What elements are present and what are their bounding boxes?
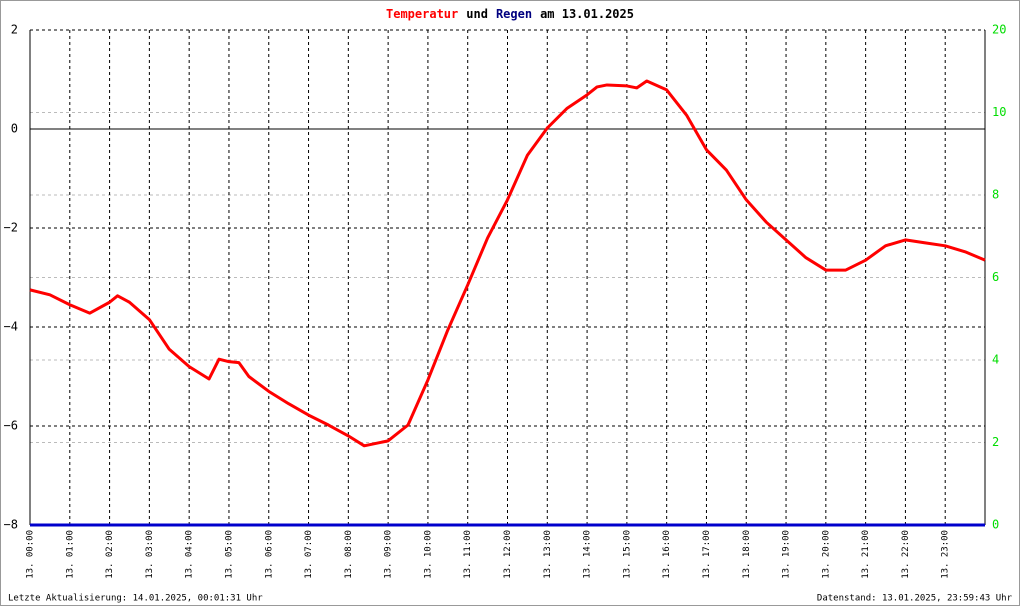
x-tick-label: 13. 21:00 xyxy=(861,530,871,579)
x-tick-label: 13. 02:00 xyxy=(105,530,115,579)
x-tick-label: 13. 15:00 xyxy=(622,530,632,579)
x-tick-label: 13. 19:00 xyxy=(782,530,792,579)
y2-tick-label: 0 xyxy=(992,518,999,532)
title-part: und xyxy=(466,7,488,21)
y2-tick-label: 8 xyxy=(992,188,999,202)
y-tick-label: −2 xyxy=(4,221,18,235)
x-tick-label: 13. 18:00 xyxy=(742,530,752,579)
footer-left: Letzte Aktualisierung: 14.01.2025, 00:01… xyxy=(8,594,263,604)
x-tick-label: 13. 23:00 xyxy=(941,530,951,579)
y-tick-label: 2 xyxy=(11,23,18,37)
x-tick-label: 13. 11:00 xyxy=(463,530,473,579)
y2-tick-label: 20 xyxy=(992,23,1006,37)
y2-tick-label: 6 xyxy=(992,270,999,284)
x-tick-label: 13. 04:00 xyxy=(185,530,195,579)
x-tick-label: 13. 01:00 xyxy=(65,530,75,579)
title-part: Temperatur xyxy=(386,7,458,21)
x-tick-label: 13. 14:00 xyxy=(583,530,593,579)
x-tick-label: 13. 00:00 xyxy=(26,530,36,579)
x-tick-label: 13. 08:00 xyxy=(344,530,354,579)
x-tick-label: 13. 17:00 xyxy=(702,530,712,579)
y-tick-label: 0 xyxy=(11,122,18,136)
x-tick-label: 13. 09:00 xyxy=(384,530,394,579)
chart-title: Temperatur und Regen am 13.01.2025 xyxy=(386,7,634,21)
x-tick-label: 13. 12:00 xyxy=(503,530,513,579)
x-tick-label: 13. 05:00 xyxy=(224,530,234,579)
y2-tick-label: 2 xyxy=(992,435,999,449)
title-part: Regen xyxy=(496,7,532,21)
series-line xyxy=(29,79,986,448)
x-tick-label: 13. 06:00 xyxy=(264,530,274,579)
title-part: am 13.01.2025 xyxy=(540,7,634,21)
y-tick-label: −4 xyxy=(4,320,18,334)
x-tick-label: 13. 03:00 xyxy=(145,530,155,579)
x-tick-label: 13. 10:00 xyxy=(423,530,433,579)
x-tick-label: 13. 20:00 xyxy=(821,530,831,579)
x-tick-label: 13. 16:00 xyxy=(662,530,672,579)
x-tick-label: 13. 13:00 xyxy=(543,530,553,579)
y-tick-label: −6 xyxy=(4,419,18,433)
y2-tick-label: 4 xyxy=(992,353,999,367)
footer-right: Datenstand: 13.01.2025, 23:59:43 Uhr xyxy=(817,594,1013,604)
x-tick-label: 13. 22:00 xyxy=(901,530,911,579)
y-tick-label: −8 xyxy=(4,518,18,532)
y2-tick-label: 10 xyxy=(992,105,1006,119)
x-tick-label: 13. 07:00 xyxy=(304,530,314,579)
